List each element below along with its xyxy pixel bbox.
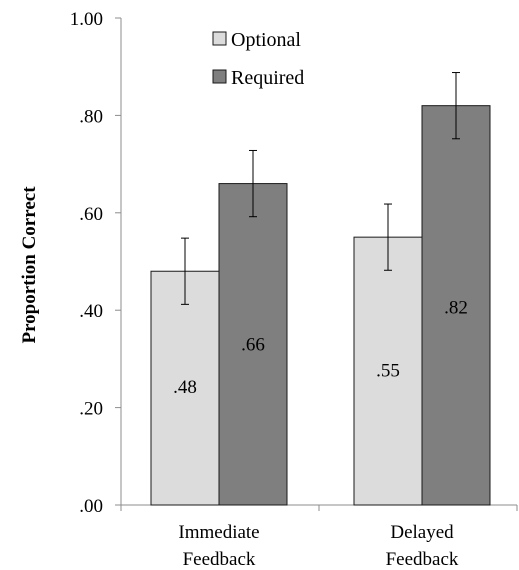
x-category-label: Immediate — [178, 522, 259, 543]
legend-label: Optional — [231, 29, 301, 51]
y-tick-label: .20 — [79, 399, 103, 420]
y-tick-label: 1.00 — [70, 9, 103, 30]
data-labels: .48 .55 .66 .82 — [173, 297, 468, 397]
x-category-label: Delayed — [390, 522, 454, 543]
y-tick-label: .80 — [79, 106, 103, 127]
bar-required — [421, 105, 491, 506]
x-category-label: Feedback — [183, 549, 256, 570]
data-label: .66 — [241, 335, 265, 356]
data-label: .48 — [173, 377, 197, 398]
bar-optional — [150, 270, 220, 506]
axes: .00 .20 .40 .60 .80 1.00 Immediate Feedback Dela… — [70, 9, 518, 570]
y-tick-label: .00 — [79, 496, 103, 517]
y-tick-label: .60 — [79, 204, 103, 225]
bars — [150, 72, 491, 506]
legend: Optional Required — [212, 29, 304, 89]
y-tick-label: .40 — [79, 301, 103, 322]
legend-swatch-optional — [212, 31, 227, 46]
data-label: .82 — [444, 297, 468, 318]
x-category-label: Feedback — [386, 549, 459, 570]
data-label: .55 — [376, 360, 400, 381]
bar-required — [218, 183, 288, 506]
legend-label: Required — [231, 67, 304, 89]
y-axis-title: Proportion Correct — [19, 186, 40, 344]
legend-swatch-required — [212, 69, 227, 84]
